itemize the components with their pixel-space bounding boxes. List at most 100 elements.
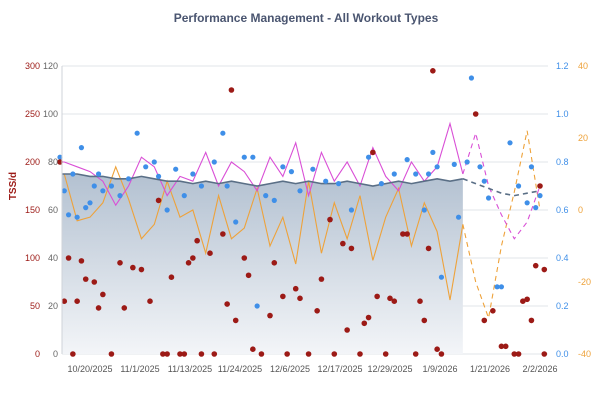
ctl_atl-tick-label: 20 xyxy=(48,301,58,311)
tss-point xyxy=(245,272,252,279)
ctl_atl-tick-label: 120 xyxy=(43,61,58,71)
ctl_atl-tick-label: 40 xyxy=(48,253,58,263)
tss-point xyxy=(305,351,312,357)
tss-point xyxy=(74,298,80,305)
tss-point xyxy=(117,260,123,266)
if-point xyxy=(297,188,303,194)
tss-point xyxy=(511,351,518,357)
tss-point xyxy=(412,351,419,357)
if-point xyxy=(485,195,492,201)
ctl_atl-tick-label: 60 xyxy=(48,205,58,215)
if-point xyxy=(335,181,342,187)
tsb-tick-label: 0 xyxy=(578,205,583,215)
if-tick-label: 0.6 xyxy=(556,205,569,215)
if-point xyxy=(108,183,115,189)
if-point xyxy=(254,303,260,309)
tss-point xyxy=(391,298,398,305)
tss-point xyxy=(138,266,145,273)
tss-point xyxy=(147,298,153,305)
if-point xyxy=(378,181,385,187)
tss-point xyxy=(357,351,363,357)
x-tick-label: 1/21/2026 xyxy=(470,364,510,374)
tss-point xyxy=(344,327,350,333)
tss-point xyxy=(541,266,548,273)
if-tick-label: 0.0 xyxy=(556,349,569,359)
if-point xyxy=(507,140,513,146)
tss-point xyxy=(91,279,98,285)
if-tick-label: 0.2 xyxy=(556,301,569,311)
ctl_atl-tick-label: 0 xyxy=(53,349,58,359)
tss-point xyxy=(404,231,410,237)
if-point xyxy=(143,164,149,170)
if-point xyxy=(434,164,440,170)
if-point xyxy=(181,193,187,199)
tss-point xyxy=(490,308,496,314)
if-point xyxy=(164,207,170,213)
tss-point xyxy=(198,351,205,357)
x-tick-label: 1/9/2026 xyxy=(422,364,457,374)
tss-point xyxy=(421,317,428,324)
tss-point xyxy=(502,343,509,350)
tss-point xyxy=(387,295,393,302)
if-point xyxy=(198,183,205,189)
tss-point xyxy=(194,237,200,244)
if-point xyxy=(430,149,436,155)
tss-point xyxy=(130,264,136,271)
if-point xyxy=(404,157,410,163)
tss-point xyxy=(61,298,68,305)
if-point xyxy=(70,171,76,177)
tss-point xyxy=(327,216,333,223)
tss-point xyxy=(481,317,488,324)
tsb-form-projection-line xyxy=(462,130,541,321)
tss-point xyxy=(207,250,213,256)
tss-point xyxy=(515,351,522,357)
x-tick-label: 12/6/2025 xyxy=(270,364,310,374)
if-point xyxy=(250,154,256,160)
if-point xyxy=(271,197,277,203)
if-point xyxy=(348,207,355,213)
if-point xyxy=(91,183,97,189)
if-point xyxy=(413,171,419,177)
atl-fatigue-projection-line xyxy=(462,131,541,240)
tss-point xyxy=(374,293,380,300)
tss-tick-label: 250 xyxy=(25,109,40,119)
if-tick-label: 0.4 xyxy=(556,253,569,263)
if-point xyxy=(528,164,535,170)
tsb-tick-label: 20 xyxy=(578,133,588,143)
if-point xyxy=(391,171,397,177)
tss-point xyxy=(314,308,320,314)
if-point xyxy=(241,154,247,160)
if-point xyxy=(280,164,286,170)
tss-point xyxy=(400,231,406,237)
if-point xyxy=(83,205,89,211)
tss-point xyxy=(425,245,432,252)
tss-point xyxy=(361,320,368,327)
tss-point xyxy=(220,231,226,237)
tss-point xyxy=(472,111,479,117)
tsb-tick-label: -20 xyxy=(578,277,591,287)
if-point xyxy=(481,178,487,184)
tss-point xyxy=(280,293,286,300)
tss-tick-label: 150 xyxy=(25,205,40,215)
if-point xyxy=(74,214,80,220)
tss-point xyxy=(258,351,265,357)
ctl-fitness-projection-line xyxy=(462,178,541,197)
if-point xyxy=(310,166,316,172)
if-point xyxy=(224,183,230,189)
x-tick-label: 2/2/2026 xyxy=(522,364,557,374)
tss-tick-label: 50 xyxy=(30,301,40,311)
if-point xyxy=(323,178,329,184)
if-tick-label: 1.0 xyxy=(556,109,569,119)
if-point xyxy=(515,183,522,189)
tss-point xyxy=(340,240,346,247)
if-point xyxy=(421,207,427,213)
if-point xyxy=(65,212,72,218)
tss-point xyxy=(267,312,273,319)
tss-point xyxy=(177,351,183,357)
ctl_atl-tick-label: 100 xyxy=(43,109,58,119)
if-point xyxy=(61,188,67,194)
if-point xyxy=(524,200,530,206)
if-point xyxy=(233,219,239,225)
if-point xyxy=(425,171,432,177)
